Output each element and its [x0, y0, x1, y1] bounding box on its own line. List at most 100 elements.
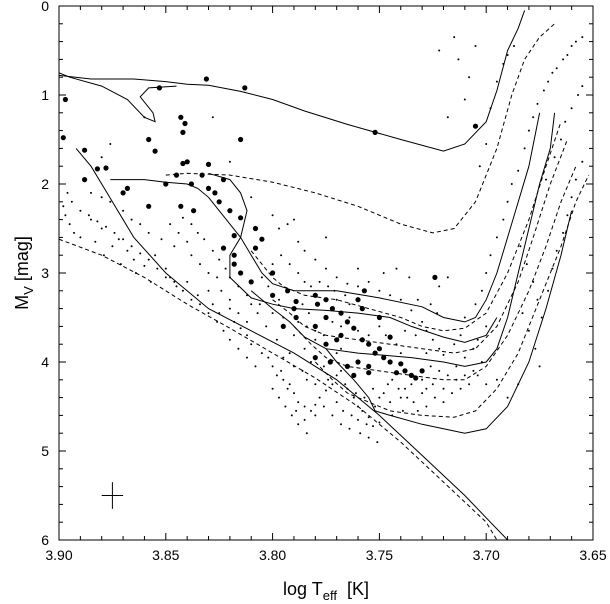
- faint-star-point: [485, 383, 488, 386]
- faint-star-point: [314, 338, 317, 341]
- faint-star-point: [506, 54, 509, 56]
- faint-star-point: [397, 387, 400, 390]
- bright-star-point: [227, 208, 233, 214]
- faint-star-point: [190, 254, 193, 257]
- faint-star-point: [250, 343, 253, 346]
- faint-star-point: [429, 303, 432, 306]
- faint-star-point: [282, 316, 285, 319]
- faint-star-point: [352, 396, 355, 399]
- faint-star-point: [442, 401, 445, 404]
- bright-star-point: [291, 306, 297, 312]
- bright-star-point: [419, 368, 425, 374]
- y-axis-title-unit: [mag]: [12, 236, 32, 286]
- faint-star-point: [372, 425, 374, 428]
- faint-star-point: [545, 178, 547, 181]
- bright-star-point: [312, 323, 318, 329]
- faint-star-point: [517, 383, 520, 386]
- faint-star-point: [278, 298, 280, 301]
- faint-star-point: [256, 312, 259, 315]
- bright-star-point: [178, 114, 184, 120]
- faint-star-point: [314, 414, 317, 417]
- bright-star-point: [338, 310, 344, 316]
- faint-star-point: [271, 387, 274, 390]
- faint-star-point: [502, 62, 505, 65]
- faint-star-point: [335, 352, 338, 355]
- bright-star-point: [238, 270, 244, 276]
- y-tick-label: 0: [41, 0, 49, 14]
- faint-star-point: [169, 223, 172, 226]
- faint-star-point: [237, 347, 240, 350]
- bright-star-point: [376, 314, 382, 321]
- faint-star-point: [472, 347, 475, 350]
- faint-star-point: [314, 383, 317, 386]
- faint-star-point: [325, 236, 327, 239]
- faint-star-point: [113, 231, 116, 234]
- faint-star-point: [438, 285, 441, 288]
- faint-star-point: [327, 378, 330, 381]
- bright-star-point: [355, 297, 361, 303]
- faint-star-point: [348, 316, 351, 319]
- bright-star-point: [173, 172, 180, 178]
- faint-star-point: [62, 205, 65, 208]
- faint-star-point: [117, 238, 120, 241]
- error-bar-cross: [101, 482, 124, 509]
- faint-star-point: [346, 282, 349, 285]
- bright-star-point: [338, 332, 344, 338]
- faint-star-point: [536, 102, 539, 105]
- faint-star-point: [378, 421, 381, 424]
- faint-star-point: [222, 329, 225, 332]
- faint-star-point: [139, 223, 142, 226]
- faint-star-point: [348, 427, 351, 430]
- faint-star-point: [314, 329, 317, 332]
- faint-star-point: [186, 240, 189, 243]
- faint-star-point: [570, 196, 573, 199]
- faint-star-point: [340, 347, 342, 350]
- bright-star-point: [82, 177, 88, 183]
- faint-star-point: [271, 312, 274, 315]
- faint-star-point: [237, 285, 240, 288]
- faint-star-point: [399, 298, 402, 301]
- faint-star-point: [211, 249, 214, 252]
- bright-star-point: [329, 306, 335, 312]
- faint-star-point: [581, 36, 584, 39]
- faint-star-point: [305, 432, 308, 435]
- faint-star-point: [267, 285, 270, 288]
- faint-star-point: [310, 361, 312, 363]
- faint-star-point: [350, 414, 353, 417]
- faint-star-point: [416, 298, 419, 301]
- faint-star-point: [66, 191, 69, 194]
- bright-star-point: [472, 123, 479, 129]
- faint-star-point: [335, 374, 338, 377]
- faint-star-point: [384, 334, 387, 337]
- faint-star-point: [303, 249, 306, 252]
- faint-star-point: [109, 200, 112, 203]
- y-tick-label: 1: [41, 87, 49, 103]
- faint-star-point: [335, 276, 338, 279]
- faint-star-point: [532, 116, 535, 119]
- faint-star-point: [105, 225, 107, 228]
- y-axis: 0 1 2 3 4 5 6: [41, 0, 593, 548]
- x-tick-label: 3.90: [45, 547, 72, 563]
- faint-star-point: [314, 258, 317, 261]
- faint-star-point: [357, 405, 359, 408]
- bright-star-point: [323, 314, 329, 321]
- faint-star-point: [421, 378, 424, 381]
- faint-star-point: [288, 383, 291, 386]
- faint-star-point: [346, 387, 349, 390]
- faint-star-point: [228, 338, 231, 341]
- faint-star-point: [173, 245, 176, 248]
- bright-star-point: [231, 252, 237, 258]
- bright-star-point: [180, 129, 186, 135]
- bright-star-point: [344, 363, 350, 369]
- bright-star-point: [387, 334, 393, 340]
- faint-star-point: [310, 409, 312, 412]
- faint-star-point: [173, 280, 176, 283]
- faint-star-point: [463, 316, 466, 319]
- bright-star-point: [372, 129, 378, 135]
- faint-star-point: [250, 196, 253, 199]
- faint-star-point: [542, 89, 545, 92]
- faint-star-point: [534, 347, 537, 350]
- faint-star-point: [126, 249, 129, 252]
- faint-star-point: [566, 214, 569, 217]
- faint-star-point: [476, 374, 479, 377]
